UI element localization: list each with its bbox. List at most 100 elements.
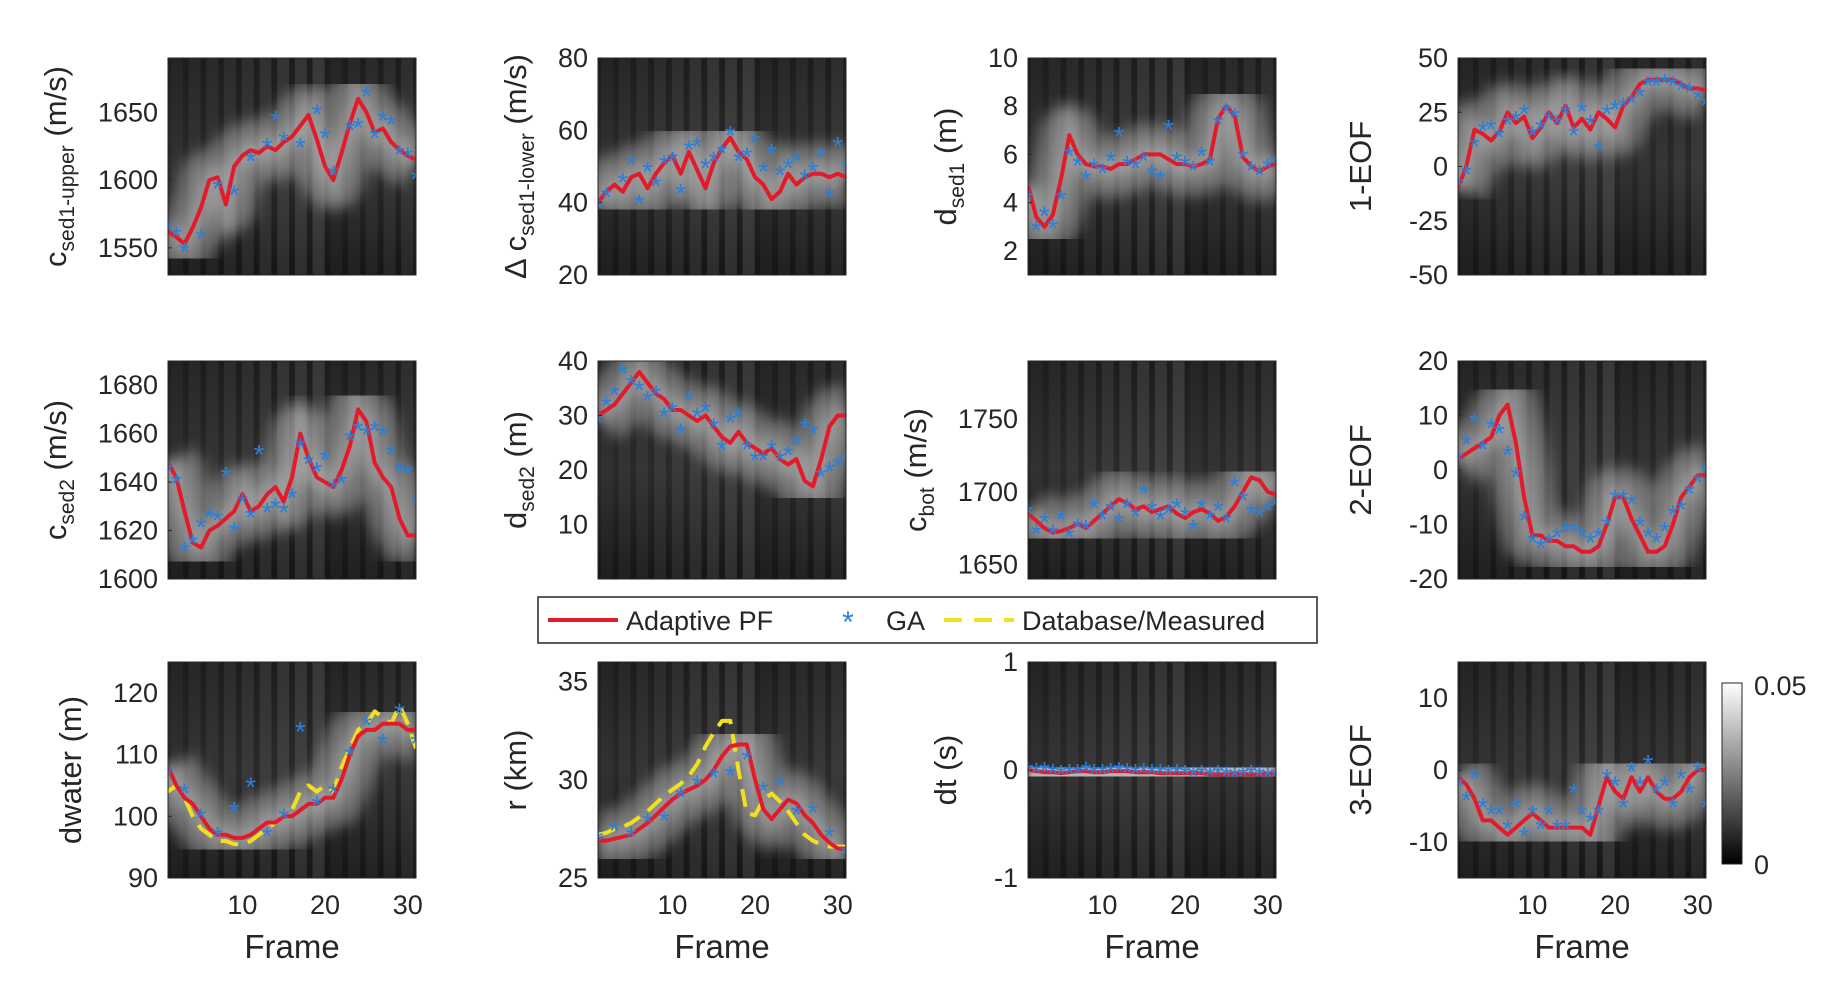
ga-point: * (617, 358, 628, 389)
y-label-main: d (498, 512, 533, 529)
series-adaptive-pf (598, 135, 846, 204)
ga-point: * (1692, 467, 1703, 498)
ga-point: * (1105, 145, 1116, 176)
y-tick-label: 80 (558, 43, 588, 73)
ga-point: * (1585, 806, 1596, 837)
y-tick-label: 100 (113, 801, 158, 831)
ga-point: * (1577, 96, 1588, 127)
y-label-subscript: sed2 (56, 479, 79, 525)
y-label-main: dwater (m) (53, 696, 88, 844)
ga-point: * (196, 512, 207, 543)
ga-point: * (626, 821, 637, 852)
y-tick-label: 120 (113, 678, 158, 708)
ga-point: * (1254, 760, 1265, 791)
ga-point: * (1023, 756, 1034, 787)
y-tick-label: 1600 (98, 564, 158, 594)
ga-point: * (278, 125, 289, 156)
ga-point: * (1180, 150, 1191, 181)
ga-point: * (683, 385, 694, 416)
ga-point: * (336, 468, 347, 499)
ga-point: * (1577, 521, 1588, 552)
y-tick-label: 10 (558, 510, 588, 540)
ga-point: * (1246, 498, 1257, 529)
ga-point: * (1204, 504, 1215, 535)
panel-frame (1027, 57, 1277, 276)
y-tick-label: 60 (558, 115, 588, 145)
ga-point: * (229, 180, 240, 211)
ga-point: * (171, 468, 182, 499)
ga-point: * (1535, 814, 1546, 845)
ga-point: * (593, 407, 604, 438)
y-tick-label: 10 (988, 43, 1018, 73)
ga-point: * (1072, 513, 1083, 544)
ga-point: * (832, 131, 843, 162)
y-label-main: 3-EOF (1343, 724, 1378, 815)
ga-point: * (1601, 763, 1612, 794)
ga-point: * (1494, 122, 1505, 153)
ga-point: * (1262, 761, 1273, 792)
ga-point: * (1171, 145, 1182, 176)
ga-point: * (1072, 758, 1083, 789)
y-axis-label: csed1-upper (m/s) (38, 66, 79, 267)
ga-point: * (1047, 758, 1058, 789)
ga-point: * (1056, 759, 1067, 790)
ga-point: * (1560, 516, 1571, 547)
ga-point: * (1527, 527, 1538, 558)
y-label-unit: (m/s) (38, 400, 73, 479)
y-label-subscript: bot (916, 487, 939, 516)
ga-point: * (1510, 792, 1521, 823)
x-tick-label: 10 (227, 890, 257, 920)
ga-point: * (791, 429, 802, 460)
ga-point: * (725, 760, 736, 791)
ga-point: * (212, 821, 223, 852)
ga-point: * (1543, 527, 1554, 558)
legend-swatch-ga: * (842, 606, 854, 639)
ga-point: * (1262, 153, 1273, 184)
ga-point: * (344, 741, 355, 772)
y-label-subscript: sed1-upper (56, 145, 79, 251)
x-tick-label: 20 (310, 890, 340, 920)
ga-point: * (262, 132, 273, 163)
y-tick-label: 1680 (98, 370, 158, 400)
ga-point: * (667, 396, 678, 427)
series-database-measured (168, 703, 416, 847)
ga-point: * (163, 759, 174, 790)
ga-point: * (1031, 519, 1042, 550)
ga-point: * (1080, 514, 1091, 545)
ga-point: * (1064, 758, 1075, 789)
ga-point: * (725, 120, 736, 151)
ga-point: * (1701, 90, 1712, 121)
y-tick-label: 30 (558, 401, 588, 431)
series-database-measured (598, 718, 846, 849)
ga-point: * (1089, 758, 1100, 789)
ga-point: * (1477, 792, 1488, 823)
ga-point: * (1196, 492, 1207, 523)
ga-point: * (1560, 814, 1571, 845)
legend-label-ga: GA (886, 606, 925, 636)
y-tick-label: 25 (558, 863, 588, 893)
ga-point: * (807, 156, 818, 187)
ga-point: * (799, 412, 810, 443)
ga-point: * (328, 159, 339, 190)
ga-point: * (295, 132, 306, 163)
ga-point: * (377, 728, 388, 759)
x-tick-label: 30 (823, 890, 853, 920)
ga-point: * (1577, 799, 1588, 830)
ga-point: * (601, 181, 612, 212)
panel-frame (167, 360, 417, 580)
ga-point: * (1510, 461, 1521, 492)
ga-point: * (1246, 155, 1257, 186)
x-tick-label: 20 (1600, 890, 1630, 920)
y-label-main: d (928, 208, 963, 225)
y-tick-label: 1 (1003, 647, 1018, 677)
ga-point: * (394, 697, 405, 728)
y-axis-label: 3-EOF (1343, 724, 1378, 815)
ga-point: * (1626, 756, 1637, 787)
series-adaptive-pf (598, 742, 846, 851)
panel-p8: *******************************-20-10010… (1343, 346, 1707, 594)
panel-frame (597, 661, 847, 879)
ga-point: * (1651, 778, 1662, 809)
ga-point: * (1130, 153, 1141, 184)
ga-point: * (1080, 756, 1091, 787)
ga-point: * (1105, 495, 1116, 526)
